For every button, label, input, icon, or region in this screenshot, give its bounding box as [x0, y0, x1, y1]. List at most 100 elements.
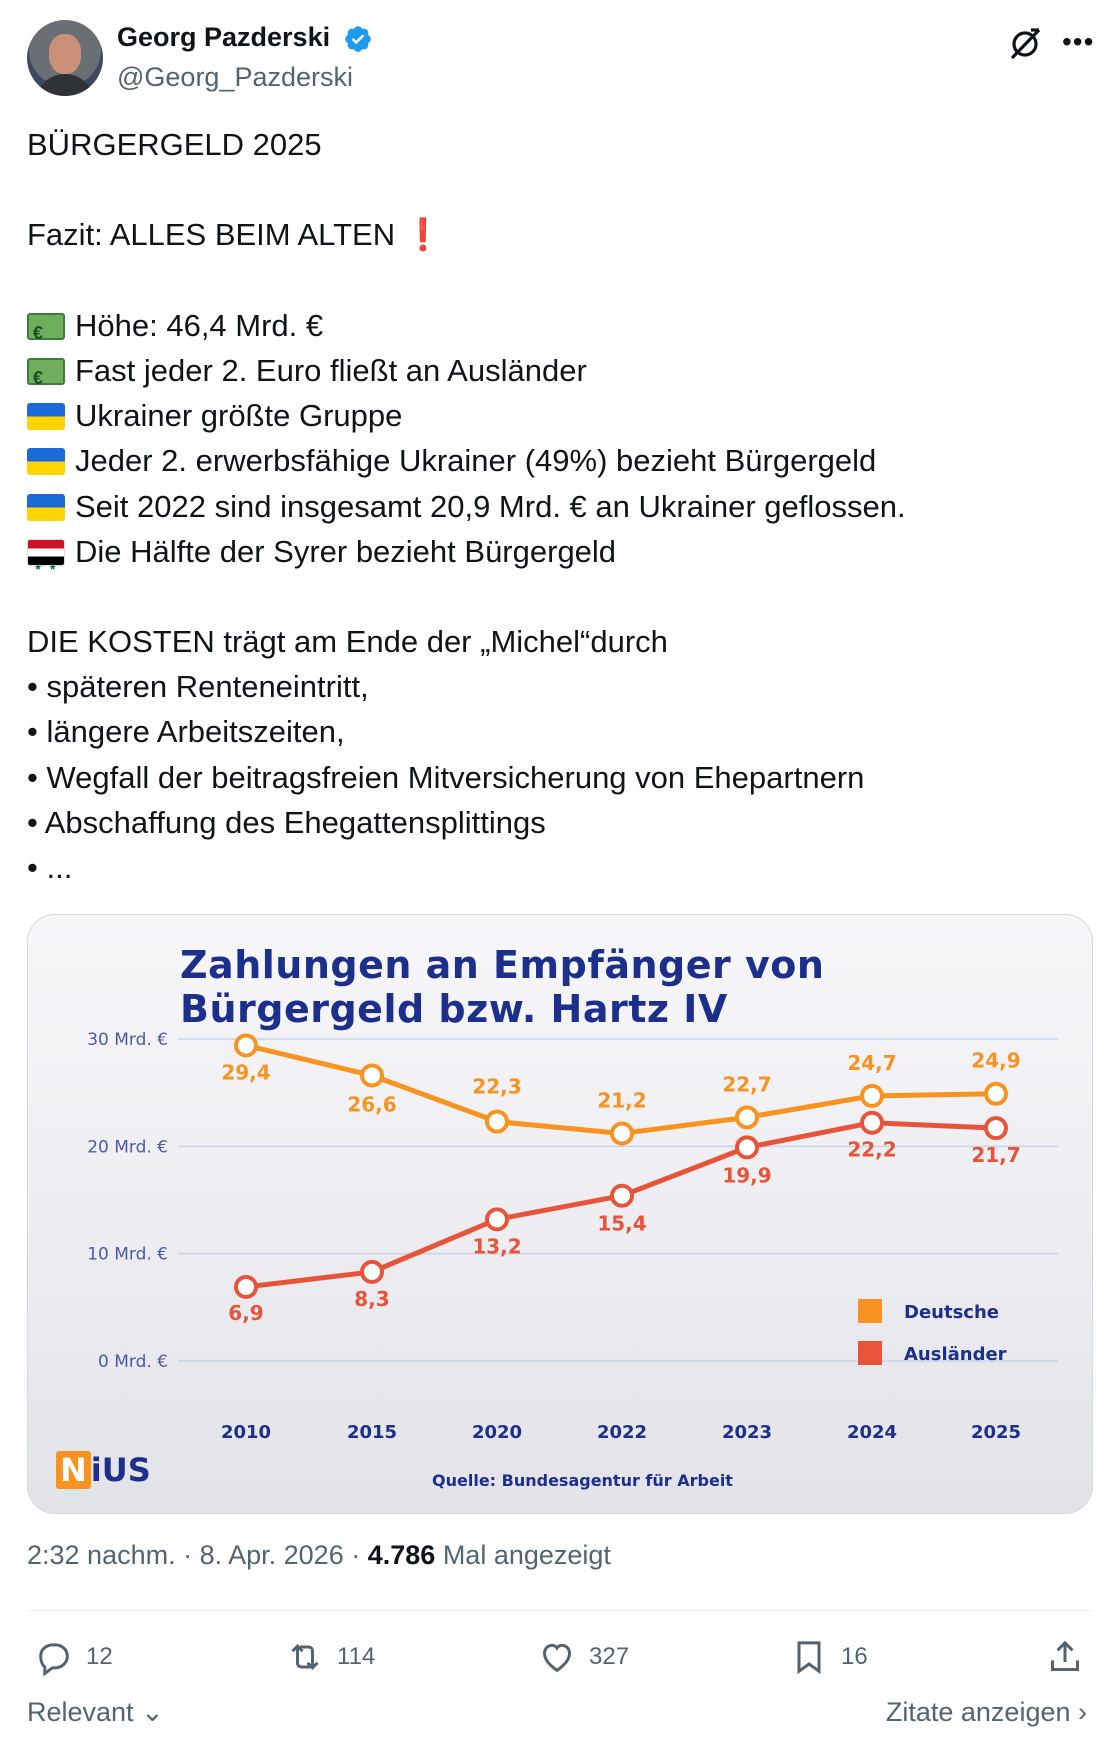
post-line: • ...: [27, 850, 73, 885]
repost-count: 114: [337, 1643, 376, 1670]
data-label: 8,3: [354, 1287, 389, 1311]
money-emoji-icon: [27, 311, 65, 356]
data-point: [735, 1135, 759, 1160]
more-options-icon[interactable]: •••: [1062, 26, 1095, 57]
post-text: BÜRGERGELD 2025 Fazit: ALLES BEIM ALTEN …: [27, 122, 1087, 890]
bookmark-icon: [797, 1641, 821, 1675]
heart-icon: [542, 1643, 572, 1673]
reply-button[interactable]: 12: [34, 1632, 113, 1682]
x-tick-label: 2024: [847, 1422, 897, 1443]
data-label: 13,2: [472, 1234, 521, 1258]
post-line: Ukrainer größte Gruppe: [27, 393, 1087, 438]
chart-title-line1: Zahlungen an Empfänger von: [180, 943, 825, 987]
chart-title: Zahlungen an Empfänger von Bürgergeld bz…: [180, 943, 824, 1031]
ukraine-flag-icon: [27, 493, 65, 521]
data-label: 21,7: [971, 1143, 1020, 1167]
verified-badge-icon: [345, 26, 371, 52]
x-tick-label: 2023: [722, 1422, 772, 1443]
post-line: Höhe: 46,4 Mrd. €: [27, 303, 1087, 356]
x-tick-label: 2010: [221, 1422, 271, 1443]
data-label: 24,7: [847, 1051, 896, 1075]
author-handle[interactable]: @Georg_Pazderski: [117, 62, 354, 92]
legend-label: Ausländer: [904, 1344, 1007, 1365]
legend-swatch: [858, 1299, 882, 1323]
repost-icon: [291, 1644, 319, 1670]
post-image-chart[interactable]: Zahlungen an Empfänger von Bürgergeld bz…: [27, 914, 1093, 1514]
post-line: • Abschaffung des Ehegattensplittings: [27, 804, 546, 840]
data-label: 6,9: [228, 1301, 263, 1325]
x-tick-label: 2022: [597, 1422, 647, 1443]
post-line: Jeder 2. erwerbsfähige Ukrainer (49%) be…: [27, 438, 1087, 483]
author-name[interactable]: Georg Pazderski: [117, 22, 331, 52]
view-quotes-link[interactable]: Zitate anzeigen ›: [886, 1697, 1087, 1728]
user-avatar[interactable]: [27, 20, 103, 96]
avatar-shirt: [35, 74, 95, 96]
post-date[interactable]: 8. Apr. 2026: [199, 1540, 344, 1570]
ukraine-flag-icon: [27, 403, 65, 431]
chevron-down-icon: ⌄: [133, 1697, 164, 1727]
repost-button[interactable]: 114: [285, 1632, 375, 1682]
post-line: • späteren Renteneintritt,: [27, 669, 369, 705]
syria-flag-icon: [27, 538, 65, 590]
data-point: [610, 1183, 634, 1208]
sort-label: Relevant: [27, 1697, 134, 1727]
bookmark-button[interactable]: 16: [789, 1632, 868, 1682]
x-tick-label: 2015: [347, 1422, 397, 1443]
x-tick-label: 2020: [472, 1422, 522, 1443]
chart-title-line2: Bürgergeld bzw. Hartz IV: [180, 987, 728, 1031]
reply-count: 12: [86, 1643, 113, 1670]
divider: [27, 1610, 1093, 1611]
share-button[interactable]: [1045, 1632, 1097, 1682]
y-tick-label: 10 Mrd. €: [87, 1245, 168, 1265]
chart-source: Quelle: Bundesagentur für Arbeit: [432, 1471, 733, 1490]
data-point: [360, 1259, 384, 1284]
data-label: 15,4: [597, 1212, 646, 1236]
data-point: [610, 1121, 634, 1146]
data-point: [735, 1105, 759, 1130]
share-icon: [1051, 1640, 1079, 1671]
post-meta: 2:32 nachm. · 8. Apr. 2026 · 4.786 Mal a…: [27, 1540, 611, 1570]
y-tick-label: 0 Mrd. €: [98, 1352, 168, 1372]
sort-dropdown[interactable]: Relevant ⌄: [27, 1697, 164, 1728]
post-line: • Wegfall der beitragsfreien Mitversiche…: [27, 759, 865, 795]
data-point: [485, 1109, 509, 1134]
data-point: [485, 1207, 509, 1232]
chevron-right-icon: ›: [1070, 1697, 1087, 1727]
data-label: 22,7: [722, 1072, 771, 1096]
reply-icon: [39, 1643, 69, 1677]
exclamation-emoji: ❗: [403, 217, 443, 253]
action-bar: 12 114 327 16: [27, 1632, 1093, 1682]
post-header: Georg Pazderski @Georg_Pazderski •••: [27, 20, 1097, 98]
data-label: 22,2: [847, 1138, 896, 1162]
data-point: [234, 1274, 258, 1299]
post-line: Die Hälfte der Syrer bezieht Bürgergeld: [27, 529, 1087, 590]
bookmark-count: 16: [841, 1643, 868, 1670]
data-label: 21,2: [597, 1088, 646, 1112]
post-line: BÜRGERGELD 2025: [27, 127, 322, 162]
post-time[interactable]: 2:32 nachm.: [27, 1540, 176, 1570]
y-tick-label: 30 Mrd. €: [87, 1030, 168, 1050]
post-line: Seit 2022 sind insgesamt 20,9 Mrd. € an …: [27, 484, 1087, 529]
x-tick-label: 2025: [971, 1422, 1021, 1443]
post-line-empty: [27, 258, 1087, 303]
data-point: [360, 1063, 384, 1088]
data-point: [984, 1116, 1008, 1141]
grok-icon[interactable]: [1005, 24, 1045, 64]
data-label: 19,9: [722, 1163, 771, 1187]
post-line-empty: [27, 167, 1087, 212]
like-button[interactable]: 327: [537, 1632, 629, 1682]
post-line: Fast jeder 2. Euro fließt an Ausländer: [27, 348, 1087, 401]
data-point: [984, 1081, 1008, 1106]
data-label: 26,6: [347, 1092, 396, 1116]
like-count: 327: [589, 1643, 630, 1670]
data-label: 29,4: [221, 1060, 270, 1084]
post-line: Fazit: ALLES BEIM ALTEN ❗: [27, 217, 443, 253]
data-point: [234, 1033, 258, 1058]
line-chart: 0 Mrd. € 10 Mrd. € 20 Mrd. € 30 Mrd. € 2010 2…: [87, 1030, 1058, 1443]
post-line: DIE KOSTEN trägt am Ende der „Michel“dur…: [27, 624, 668, 660]
money-emoji-icon: [27, 356, 65, 401]
legend-swatch: [858, 1341, 882, 1365]
view-count-label: Mal angezeigt: [442, 1540, 611, 1570]
view-quotes-label: Zitate anzeigen: [885, 1697, 1071, 1727]
